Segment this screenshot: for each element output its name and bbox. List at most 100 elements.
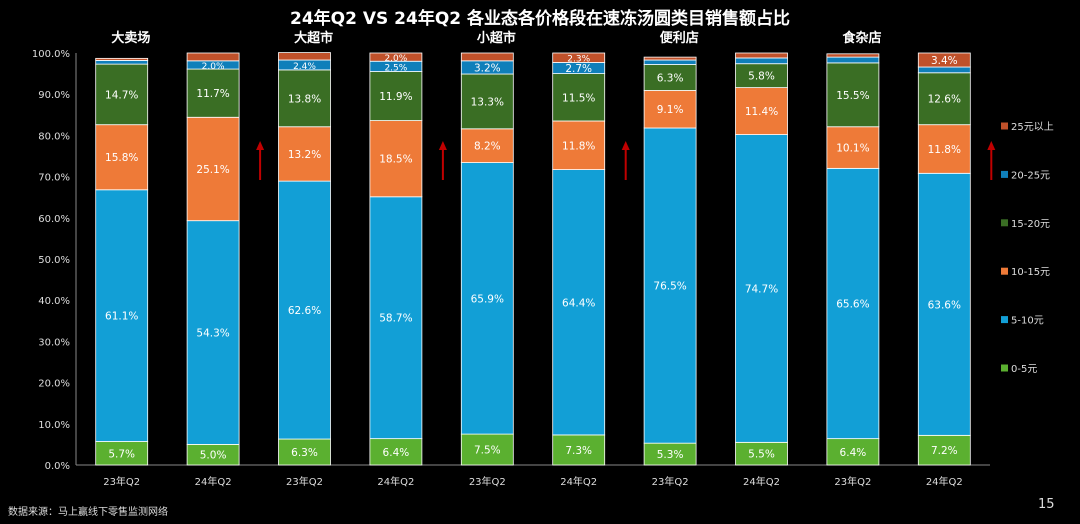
y-tick-label: 70.0% (38, 173, 70, 184)
bar-segment (643, 59, 697, 65)
x-tick-label: 23年Q2 (469, 475, 506, 488)
bar-segment (278, 438, 331, 466)
bar-segment (917, 66, 971, 74)
bar-segment (643, 127, 697, 444)
bar-segment (95, 60, 149, 65)
bar-segment (369, 52, 423, 62)
legend-swatch (1001, 316, 1008, 324)
up-arrow-head-icon (621, 141, 630, 150)
y-tick-label: 90.0% (38, 90, 70, 101)
x-tick-label: 24年Q2 (560, 475, 597, 488)
data-label: 12.6% (928, 94, 961, 106)
legend-label: 0-5元 (1011, 364, 1037, 375)
bar-segment (735, 57, 788, 65)
data-label: 2.0% (384, 54, 407, 64)
x-tick-label: 23年Q2 (834, 475, 871, 488)
data-label: 76.5% (653, 281, 686, 293)
bar-segment (552, 120, 606, 170)
bar-segment (643, 56, 697, 61)
data-label: 11.4% (745, 106, 778, 118)
legend-swatch (1001, 122, 1008, 130)
data-label: 6.3% (657, 73, 684, 85)
data-label: 2.5% (384, 63, 407, 73)
data-label: 2.3% (567, 55, 590, 65)
bar-segment (460, 128, 514, 163)
data-label: 14.7% (105, 89, 138, 101)
legend-swatch (1001, 170, 1008, 178)
data-label: 74.7% (745, 283, 778, 295)
y-tick-label: 100.0% (32, 49, 70, 60)
data-label: 54.3% (196, 328, 229, 340)
y-tick-label: 40.0% (38, 296, 70, 307)
data-label: 11.9% (379, 91, 412, 103)
data-label: 11.8% (562, 140, 595, 152)
x-tick-label: 24年Q2 (926, 475, 963, 488)
y-tick-label: 60.0% (38, 214, 70, 225)
bar-segment (369, 71, 423, 121)
data-label: 5.5% (748, 449, 775, 461)
bar-segment (917, 434, 971, 466)
bar-segment (826, 126, 880, 169)
legend-label: 25元以上 (1011, 121, 1054, 133)
data-label: 2.4% (293, 62, 316, 72)
bar-segment (186, 116, 240, 222)
data-label: 13.8% (288, 93, 321, 105)
legend-label: 20-25元 (1011, 170, 1050, 181)
y-tick-label: 20.0% (38, 379, 70, 390)
data-label: 65.9% (471, 293, 504, 305)
legend-swatch (1001, 219, 1008, 227)
bar-segment (826, 56, 880, 64)
legend-swatch (1001, 267, 1008, 275)
data-label: 11.7% (196, 88, 229, 100)
data-label: 18.5% (379, 154, 412, 166)
data-label: 15.8% (105, 152, 138, 164)
bar-segment (826, 53, 880, 58)
group-label: 大超市 (294, 30, 333, 46)
data-label: 3.4% (931, 55, 958, 67)
data-label: 25.1% (196, 164, 229, 176)
bar-segment (552, 73, 606, 122)
bar-segment (460, 73, 514, 130)
group-label: 食杂店 (843, 30, 882, 46)
source-note: 数据来源：马上赢线下零售监测网络 (8, 507, 168, 518)
data-label: 58.7% (379, 313, 412, 325)
bar-segment (917, 124, 971, 174)
data-label: 11.5% (562, 92, 595, 104)
y-tick-label: 50.0% (38, 255, 70, 266)
y-tick-label: 80.0% (38, 131, 70, 142)
bar-segment (826, 167, 880, 440)
bar-segment (369, 196, 423, 440)
bar-segment (917, 52, 971, 68)
bar-segment (369, 120, 423, 198)
group-label: 大卖场 (111, 30, 150, 46)
bar-segment (186, 52, 240, 62)
bar-segment (186, 68, 240, 118)
legend-label: 5-10元 (1011, 316, 1044, 327)
data-label: 5.8% (748, 71, 775, 83)
bar-segment (460, 52, 514, 62)
x-tick-label: 24年Q2 (195, 475, 232, 488)
up-arrow-head-icon (438, 141, 447, 150)
data-label: 9.1% (657, 104, 684, 116)
data-label: 5.3% (657, 449, 684, 461)
x-tick-label: 23年Q2 (103, 475, 140, 488)
x-tick-label: 24年Q2 (743, 475, 780, 488)
data-label: 8.2% (474, 141, 501, 153)
bar-segment (278, 52, 331, 61)
bar-segment (186, 220, 240, 445)
page-number: 15 (1038, 497, 1055, 512)
legend-label: 15-20元 (1011, 219, 1050, 230)
legend-swatch (1001, 364, 1008, 372)
data-label: 2.7% (565, 63, 592, 75)
x-tick-label: 23年Q2 (286, 475, 323, 488)
chart-title: 24年Q2 VS 24年Q2 各业态各价格段在速冻汤圆类目销售额占比 (289, 9, 791, 29)
up-arrow-head-icon (256, 141, 265, 150)
up-arrow-head-icon (987, 141, 996, 150)
bar-segment (826, 62, 880, 128)
bar-segment (460, 433, 514, 466)
data-label: 10.1% (836, 143, 869, 155)
y-tick-label: 30.0% (38, 337, 70, 348)
bar-segment (735, 52, 788, 59)
bar-segment (917, 72, 971, 126)
